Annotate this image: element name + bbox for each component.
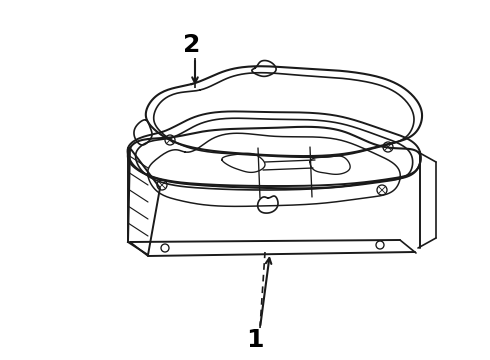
Text: 2: 2 (183, 33, 201, 57)
Text: 1: 1 (246, 328, 264, 352)
